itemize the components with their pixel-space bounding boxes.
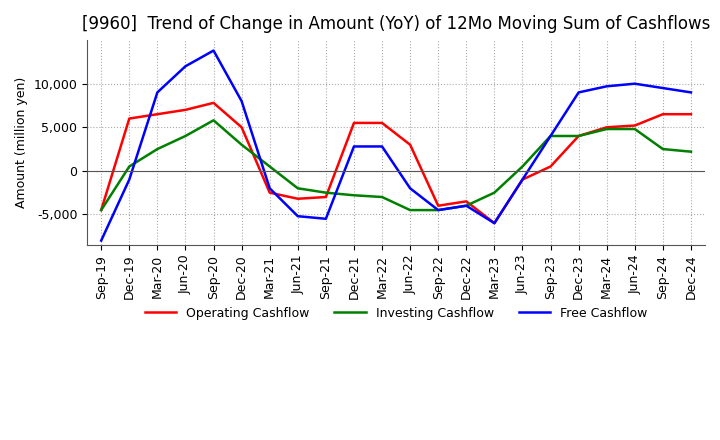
Investing Cashflow xyxy=(462,203,471,209)
Line: Operating Cashflow: Operating Cashflow xyxy=(102,103,691,223)
Investing Cashflow xyxy=(294,186,302,191)
Operating Cashflow xyxy=(603,125,611,130)
Title: [9960]  Trend of Change in Amount (YoY) of 12Mo Moving Sum of Cashflows: [9960] Trend of Change in Amount (YoY) o… xyxy=(82,15,710,33)
Free Cashflow xyxy=(97,238,106,243)
Free Cashflow xyxy=(490,220,499,226)
Line: Free Cashflow: Free Cashflow xyxy=(102,51,691,241)
Investing Cashflow xyxy=(575,133,583,139)
Free Cashflow xyxy=(546,133,555,139)
Operating Cashflow xyxy=(518,177,527,182)
Free Cashflow xyxy=(266,186,274,191)
Investing Cashflow xyxy=(125,164,134,169)
Investing Cashflow xyxy=(546,133,555,139)
Free Cashflow xyxy=(406,186,415,191)
Investing Cashflow xyxy=(406,207,415,213)
Operating Cashflow xyxy=(125,116,134,121)
Free Cashflow xyxy=(518,177,527,182)
Operating Cashflow xyxy=(631,123,639,128)
Investing Cashflow xyxy=(659,147,667,152)
Free Cashflow xyxy=(210,48,218,53)
Operating Cashflow xyxy=(97,207,106,213)
Operating Cashflow xyxy=(434,203,443,209)
Operating Cashflow xyxy=(266,190,274,195)
Free Cashflow xyxy=(575,90,583,95)
Free Cashflow xyxy=(181,64,190,69)
Operating Cashflow xyxy=(687,112,696,117)
Free Cashflow xyxy=(434,207,443,213)
Investing Cashflow xyxy=(434,207,443,213)
Investing Cashflow xyxy=(350,193,359,198)
Operating Cashflow xyxy=(462,199,471,204)
Operating Cashflow xyxy=(322,194,330,200)
Investing Cashflow xyxy=(603,126,611,132)
Free Cashflow xyxy=(659,85,667,91)
Investing Cashflow xyxy=(518,164,527,169)
Free Cashflow xyxy=(631,81,639,86)
Investing Cashflow xyxy=(490,190,499,195)
Investing Cashflow xyxy=(687,149,696,154)
Operating Cashflow xyxy=(406,142,415,147)
Investing Cashflow xyxy=(631,126,639,132)
Investing Cashflow xyxy=(266,164,274,169)
Operating Cashflow xyxy=(350,120,359,125)
Operating Cashflow xyxy=(575,133,583,139)
Free Cashflow xyxy=(378,144,387,149)
Free Cashflow xyxy=(322,216,330,221)
Investing Cashflow xyxy=(238,142,246,147)
Operating Cashflow xyxy=(181,107,190,113)
Operating Cashflow xyxy=(238,125,246,130)
Free Cashflow xyxy=(603,84,611,89)
Operating Cashflow xyxy=(546,164,555,169)
Operating Cashflow xyxy=(378,120,387,125)
Investing Cashflow xyxy=(210,117,218,123)
Free Cashflow xyxy=(350,144,359,149)
Free Cashflow xyxy=(153,90,162,95)
Investing Cashflow xyxy=(97,207,106,213)
Investing Cashflow xyxy=(378,194,387,200)
Free Cashflow xyxy=(238,99,246,104)
Free Cashflow xyxy=(294,213,302,219)
Operating Cashflow xyxy=(294,196,302,202)
Operating Cashflow xyxy=(490,220,499,226)
Legend: Operating Cashflow, Investing Cashflow, Free Cashflow: Operating Cashflow, Investing Cashflow, … xyxy=(140,302,652,325)
Investing Cashflow xyxy=(322,190,330,195)
Free Cashflow xyxy=(125,177,134,182)
Free Cashflow xyxy=(462,203,471,209)
Free Cashflow xyxy=(687,90,696,95)
Investing Cashflow xyxy=(153,147,162,152)
Investing Cashflow xyxy=(181,133,190,139)
Line: Investing Cashflow: Investing Cashflow xyxy=(102,120,691,210)
Operating Cashflow xyxy=(659,112,667,117)
Y-axis label: Amount (million yen): Amount (million yen) xyxy=(15,77,28,208)
Operating Cashflow xyxy=(153,112,162,117)
Operating Cashflow xyxy=(210,100,218,106)
